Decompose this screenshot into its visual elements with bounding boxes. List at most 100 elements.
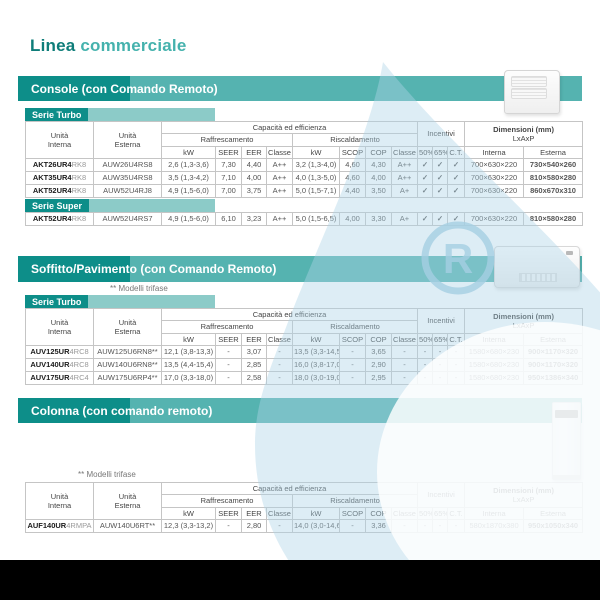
- value-cell: 4,9 (1,5-6,0): [161, 184, 216, 199]
- value-cell: 7,10: [215, 171, 242, 186]
- value-cell: -: [215, 345, 242, 360]
- dimensione-cell: 810×580×280: [523, 171, 584, 186]
- console-unit-image: [504, 70, 560, 114]
- trifase-note: ** Modelli trifase: [78, 470, 136, 479]
- col-header-cop: COP: [365, 145, 392, 160]
- colonna-base: [553, 475, 580, 479]
- dimensione-cell: 700×630×220: [464, 171, 525, 186]
- col-header-dimensioni-line: Dimensioni (mm): [493, 485, 554, 495]
- section-banner-label: Console (con Comando Remoto): [31, 81, 218, 96]
- value-cell: 4,00: [339, 212, 366, 226]
- value-cell: 5,0 (1,5-6,5): [292, 212, 340, 226]
- unita-esterna-cell: AUW175U6RP4**: [93, 371, 162, 386]
- serie-tab-label: Serie Turbo: [25, 108, 89, 121]
- table-row: AUV175UR4RC4 AUW175U6RP4** 17,0 (3,3-18,0)…: [25, 371, 584, 386]
- table-header: Unità Interna Unità Esterna Capacità ed effi…: [25, 307, 584, 347]
- col-header-unita-interna-line: Interna: [47, 140, 72, 150]
- col-header-kw: kW: [292, 506, 340, 521]
- col-header-seer: SEER: [215, 332, 242, 347]
- value-cell: 2,80: [241, 519, 267, 534]
- section-banner-label: Soffitto/Pavimento (con Comando Remoto): [31, 262, 277, 276]
- dimensione-cell: 1580×680×230: [464, 345, 525, 360]
- value-cell: 3,50: [365, 184, 392, 199]
- value-cell: 17,0 (3,3-18,0): [161, 371, 216, 386]
- col-header-unita-esterna-line: Unità: [118, 491, 137, 501]
- colonna-table: Unità Interna Unità Esterna Capacità ed effi…: [25, 481, 584, 534]
- col-header-classe: Classe: [266, 506, 293, 521]
- incentivo-cell: ✓: [447, 158, 466, 173]
- value-cell: 3,5 (1,3-4,2): [161, 171, 216, 186]
- incentivo-cell: -: [417, 358, 434, 373]
- col-header-seer: SEER: [215, 506, 242, 521]
- unita-esterna-cell: AUW125U6RN8**: [93, 345, 162, 360]
- value-cell: 5,0 (1,5-7,1): [292, 184, 340, 199]
- soffitto-unit-body: [494, 246, 580, 288]
- dimensione-cell: 950×1386×340: [523, 371, 584, 386]
- col-header-dimensioni: Dimensioni (mm) LxAxP: [464, 482, 584, 508]
- value-cell: 4,00: [241, 171, 267, 186]
- col-header-esterna: Esterna: [523, 145, 584, 160]
- value-cell: -: [339, 358, 366, 373]
- col-header-50: 50%: [417, 332, 434, 347]
- serie-tab-super-console: Serie Super: [25, 199, 215, 212]
- model-code-suffix: 4RC4: [69, 373, 89, 383]
- value-cell: -: [266, 371, 293, 386]
- dimensione-cell: 700×630×220: [464, 212, 524, 226]
- col-header-classe: Classe: [390, 145, 419, 160]
- col-header-raffrescamento: Raffrescamento: [161, 133, 293, 147]
- value-cell: 3,65: [365, 345, 392, 360]
- col-header-classe: Classe: [266, 145, 293, 160]
- incentivo-cell: ✓: [417, 158, 434, 173]
- dimensione-cell: 860x670x310: [523, 184, 584, 199]
- col-header-seer: SEER: [215, 145, 242, 160]
- col-header-unita-interna-line: Unità: [50, 317, 69, 327]
- col-header-ct: C.T.: [447, 332, 466, 347]
- value-cell: A+: [391, 212, 418, 226]
- value-cell: -: [266, 519, 293, 534]
- incentivo-cell: -: [447, 519, 466, 534]
- unita-esterna-cell: AUW35U4RS8: [93, 171, 162, 186]
- serie-tab-extension: [88, 295, 215, 308]
- dimensione-cell: 1580×680×230: [464, 358, 525, 373]
- serie-tab-label: Serie Turbo: [25, 295, 89, 308]
- col-header-kw: kW: [161, 506, 216, 521]
- model-code-suffix: 4RC8: [69, 347, 89, 357]
- col-header-unita-interna: Unità Interna: [25, 481, 94, 521]
- trifase-note: ** Modelli trifase: [110, 284, 168, 293]
- col-header-eer: EER: [241, 332, 267, 347]
- dimensione-cell: 580x1870x380: [464, 519, 525, 534]
- value-cell: 4,00: [365, 171, 392, 186]
- value-cell: -: [390, 345, 419, 360]
- col-header-65: 65%: [432, 332, 449, 347]
- unita-interna-cell: AUV175UR4RC4: [25, 371, 94, 386]
- model-code-suffix: 4RC8: [69, 360, 89, 370]
- value-cell: 3,36: [365, 519, 392, 534]
- value-cell: A++: [266, 158, 293, 173]
- col-header-dimensioni: Dimensioni (mm) LxAxP: [464, 121, 584, 147]
- unita-esterna-cell: AUW140U6RT**: [93, 519, 162, 534]
- dimensione-cell: 810×580×280: [523, 212, 583, 226]
- col-header-incentivi: Incentivi: [417, 121, 466, 147]
- col-header-interna: Interna: [464, 332, 525, 347]
- table-row: AKT52UR4RK8 AUW52U4RS7 4,9 (1,5-6,0) 6,10 3,…: [25, 212, 583, 226]
- col-header-unita-esterna-line: Esterna: [114, 501, 141, 511]
- col-header-dimensioni-line: Dimensioni (mm): [493, 124, 554, 134]
- dimensione-cell: 900×1170×320: [523, 345, 584, 360]
- col-header-kw: kW: [292, 145, 340, 160]
- col-header-riscaldamento: Riscaldamento: [291, 494, 419, 508]
- col-header-unita-interna: Unità Interna: [25, 120, 94, 160]
- col-header-capacita: Capacità ed efficienza: [160, 307, 419, 322]
- value-cell: A+: [390, 184, 419, 199]
- col-header-scop: SCOP: [339, 145, 366, 160]
- banner-accent-block: [18, 76, 130, 101]
- model-code-suffix: RK8: [71, 160, 87, 170]
- dimensione-cell: 900×1170×320: [523, 358, 584, 373]
- col-header-incentivi: Incentivi: [417, 482, 466, 508]
- value-cell: 4,9 (1,5-6,0): [161, 212, 216, 226]
- value-cell: 4,30: [365, 158, 392, 173]
- value-cell: 12,3 (3,3-13,2): [161, 519, 216, 534]
- value-cell: 3,07: [241, 345, 267, 360]
- dimensione-cell: 730×540×260: [523, 158, 584, 173]
- model-code-main: AUV140UR: [30, 360, 70, 370]
- col-header-unita-esterna-line: Esterna: [114, 140, 141, 150]
